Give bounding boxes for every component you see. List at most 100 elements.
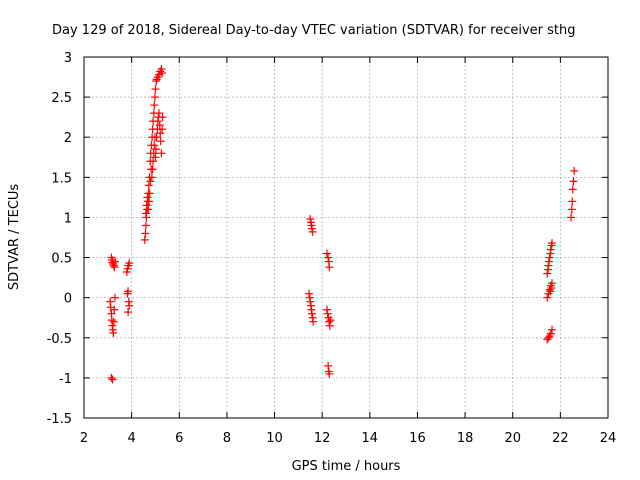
data-point xyxy=(109,261,118,270)
y-tick-label: 2 xyxy=(64,131,72,146)
data-point xyxy=(544,257,553,266)
data-point xyxy=(125,301,134,310)
data-point xyxy=(155,109,164,118)
data-point xyxy=(141,209,150,218)
data-point xyxy=(543,293,552,302)
data-point xyxy=(144,181,153,190)
data-point xyxy=(151,153,160,162)
data-point xyxy=(124,287,133,296)
y-tick-label: 3 xyxy=(64,51,72,66)
y-tick-label: -0.5 xyxy=(47,332,72,347)
data-point xyxy=(567,213,576,222)
data-point xyxy=(141,221,150,230)
data-point xyxy=(308,227,317,236)
data-point xyxy=(544,333,553,342)
data-point xyxy=(309,317,318,326)
x-tick-label: 12 xyxy=(314,431,331,446)
data-point xyxy=(569,177,578,186)
data-point xyxy=(326,316,335,325)
data-point xyxy=(152,133,161,142)
data-point xyxy=(548,325,557,334)
data-point xyxy=(147,173,156,182)
data-point xyxy=(325,317,334,326)
data-point xyxy=(109,328,118,337)
data-point xyxy=(548,239,557,248)
x-axis-label: GPS time / hours xyxy=(292,459,401,474)
x-tick-label: 16 xyxy=(409,431,426,446)
data-point xyxy=(141,229,150,238)
data-point xyxy=(140,235,149,244)
data-point xyxy=(548,279,557,288)
data-point xyxy=(151,145,160,154)
data-point xyxy=(306,297,315,306)
data-point xyxy=(570,166,579,175)
data-point xyxy=(150,93,159,102)
data-point xyxy=(546,245,555,254)
data-point xyxy=(545,253,554,262)
data-point xyxy=(149,157,158,166)
data-point xyxy=(158,125,167,134)
data-point xyxy=(157,149,166,158)
x-tick-label: 4 xyxy=(127,431,135,446)
x-tick-label: 20 xyxy=(504,431,521,446)
data-point xyxy=(148,165,157,174)
data-point xyxy=(567,205,576,214)
data-point xyxy=(157,65,166,74)
x-tick-label: 24 xyxy=(600,431,617,446)
data-point xyxy=(109,317,118,326)
data-point xyxy=(158,113,167,122)
data-point xyxy=(145,197,154,206)
data-point xyxy=(568,185,577,194)
data-point xyxy=(108,375,117,384)
data-point xyxy=(125,259,134,268)
y-axis-label: SDTVAR / TECUs xyxy=(7,184,22,291)
x-tick-label: 6 xyxy=(175,431,183,446)
y-tick-label: -1 xyxy=(59,372,72,387)
data-point xyxy=(324,253,333,262)
data-point xyxy=(546,287,555,296)
data-point xyxy=(110,257,119,266)
data-point xyxy=(142,201,151,210)
data-point xyxy=(158,69,167,78)
data-point xyxy=(305,289,314,298)
data-point xyxy=(322,305,331,314)
data-point xyxy=(124,308,133,317)
x-tick-label: 22 xyxy=(552,431,569,446)
y-tick-label: 0 xyxy=(64,292,72,307)
data-point xyxy=(325,369,334,378)
data-point xyxy=(107,373,116,382)
point-layer xyxy=(106,65,579,384)
data-point xyxy=(144,205,153,214)
data-point xyxy=(156,129,165,138)
x-tick-label: 14 xyxy=(362,431,379,446)
data-point xyxy=(568,197,577,206)
data-point xyxy=(110,293,119,302)
data-point xyxy=(323,309,332,318)
y-tick-label: 1.5 xyxy=(51,171,72,186)
y-tick-label: 1 xyxy=(64,211,72,226)
data-point xyxy=(155,121,164,130)
data-point xyxy=(156,137,165,146)
y-tick-label: -1.5 xyxy=(47,412,72,427)
data-point xyxy=(325,321,334,330)
data-point xyxy=(146,177,155,186)
data-point xyxy=(143,193,152,202)
data-point xyxy=(322,249,331,258)
y-tick-label: 0.5 xyxy=(51,252,72,267)
tick-layer: 2 4 6 8 10 12 14 16 18 20 22 24-1.5-1-0.500.511.522… xyxy=(47,51,617,446)
data-point xyxy=(151,85,160,94)
y-tick-label: 2.5 xyxy=(51,91,72,106)
data-point xyxy=(150,101,159,110)
grid-layer xyxy=(84,57,608,418)
data-point xyxy=(149,149,158,158)
data-point xyxy=(145,189,154,198)
plot-frame xyxy=(83,56,609,419)
x-tick-label: 10 xyxy=(266,431,283,446)
data-point xyxy=(543,269,552,278)
x-tick-label: 8 xyxy=(223,431,231,446)
data-point xyxy=(110,305,119,314)
x-tick-label: 2 xyxy=(80,431,88,446)
data-point xyxy=(324,361,333,370)
data-point xyxy=(325,263,334,272)
